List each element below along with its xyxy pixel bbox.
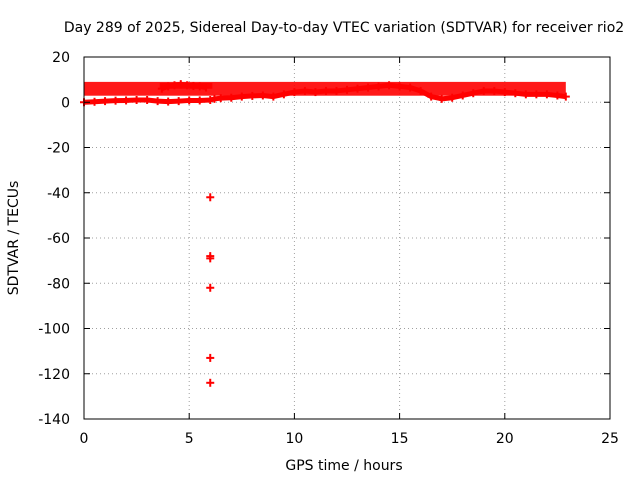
y-tick-label: 0 xyxy=(61,95,70,111)
y-tick-label: -60 xyxy=(47,231,70,247)
x-tick-label: 25 xyxy=(601,431,619,447)
y-tick-label: 20 xyxy=(52,50,70,66)
series-trace xyxy=(83,82,567,105)
grid xyxy=(84,57,610,419)
axis-ticks: 0 5 10 15 20 25 20 0 -20 -40 -60 -80 -100 -120 -140 xyxy=(38,50,619,447)
x-tick-label: 5 xyxy=(185,431,194,447)
series-trace-upper xyxy=(161,81,207,92)
y-tick-label: -100 xyxy=(38,322,70,338)
data-point xyxy=(206,353,215,362)
x-axis-label: GPS time / hours xyxy=(285,458,402,474)
x-tick-label: 0 xyxy=(80,431,89,447)
data-point xyxy=(206,193,215,202)
y-tick-label: -40 xyxy=(47,186,70,202)
y-tick-label: -140 xyxy=(38,412,70,428)
y-axis-label: SDTVAR / TECUs xyxy=(6,181,22,296)
y-tick-label: -20 xyxy=(47,141,70,157)
x-tick-label: 20 xyxy=(496,431,514,447)
data-point xyxy=(206,283,215,292)
data-series xyxy=(80,80,570,387)
y-tick-label: -120 xyxy=(38,367,70,383)
data-point xyxy=(206,254,215,263)
chart-title: Day 289 of 2025, Sidereal Day-to-day VTE… xyxy=(64,20,624,36)
plot-frame xyxy=(83,56,611,420)
data-point xyxy=(206,378,215,387)
x-tick-label: 15 xyxy=(391,431,409,447)
x-tick-label: 10 xyxy=(285,431,303,447)
y-tick-label: -80 xyxy=(47,276,70,292)
